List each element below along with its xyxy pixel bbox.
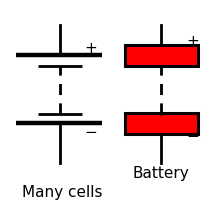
Text: Many cells: Many cells xyxy=(22,185,102,200)
Text: −: − xyxy=(186,129,199,144)
Text: −: − xyxy=(84,125,97,140)
Text: Battery: Battery xyxy=(133,166,189,181)
Bar xyxy=(125,113,198,134)
Text: +: + xyxy=(84,41,97,56)
Bar xyxy=(125,45,198,66)
Text: +: + xyxy=(186,34,199,49)
